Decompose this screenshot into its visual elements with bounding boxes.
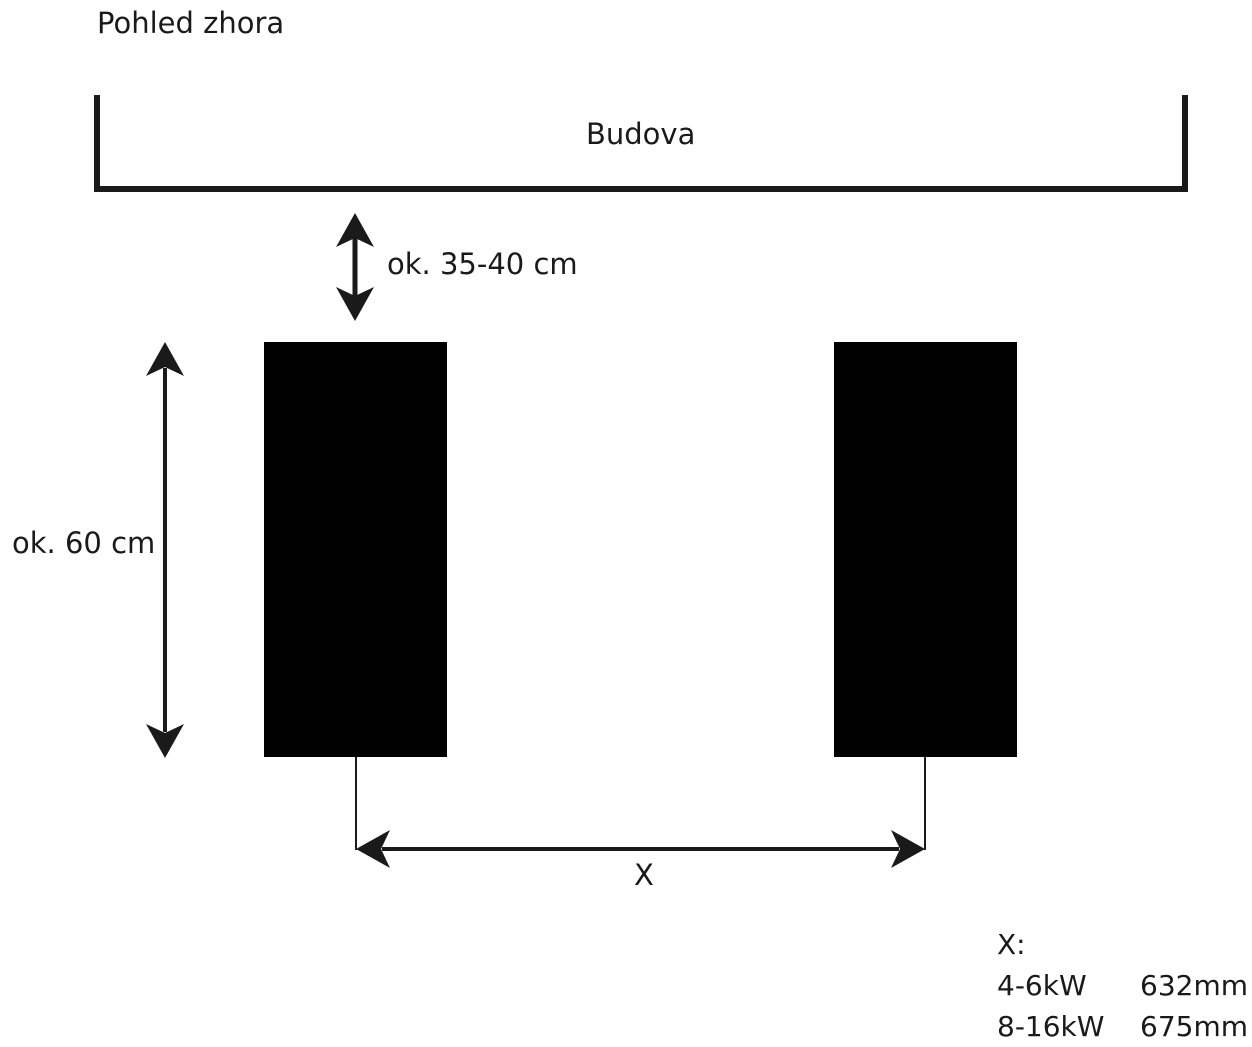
unit-spacing-dimension-label: X bbox=[634, 858, 654, 892]
unit-depth-dimension-label: ok. 60 cm bbox=[12, 526, 156, 560]
building-wall bbox=[94, 95, 1188, 192]
wall-gap-arrow bbox=[336, 213, 374, 321]
spec-row: 4-6kW 632mm bbox=[997, 965, 1248, 1006]
unit-spacing-arrow bbox=[356, 830, 925, 868]
spec-row: 8-16kW 675mm bbox=[997, 1006, 1248, 1047]
spec-model: 4-6kW bbox=[997, 969, 1087, 1002]
unit-depth-arrow bbox=[146, 342, 184, 758]
diagram-title: Pohled zhora bbox=[97, 6, 285, 40]
building-label: Budova bbox=[586, 117, 696, 151]
spacing-spec-table: X: 4-6kW 632mm 8-16kW 675mm bbox=[997, 924, 1248, 1047]
left-unit bbox=[264, 342, 447, 757]
spec-value: 675mm bbox=[1140, 1010, 1248, 1043]
spec-model: 8-16kW bbox=[997, 1010, 1105, 1043]
spec-heading: X: bbox=[997, 928, 1026, 961]
right-unit bbox=[834, 342, 1017, 757]
spec-value: 632mm bbox=[1140, 969, 1248, 1002]
wall-gap-dimension-label: ok. 35-40 cm bbox=[387, 247, 578, 281]
